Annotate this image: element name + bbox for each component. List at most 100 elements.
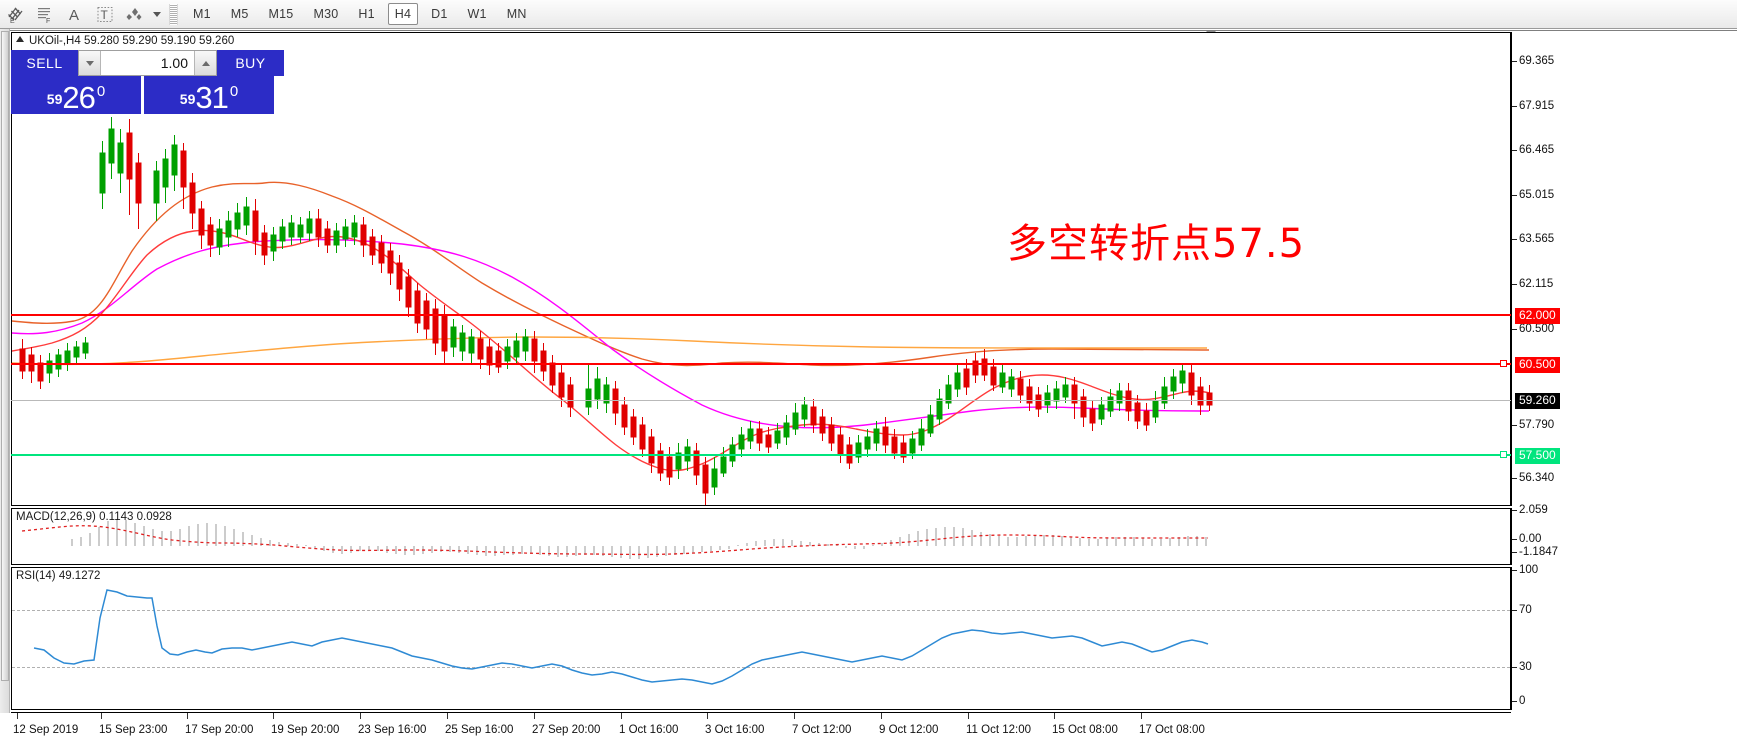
triangle-down-icon [85, 60, 94, 66]
macd-scale-label: -1.1847 [1519, 546, 1559, 558]
time-tick [1054, 713, 1055, 719]
scrollbar-thumb[interactable] [1, 31, 9, 681]
price-tick [1512, 239, 1517, 240]
rsi-tick [1512, 667, 1517, 668]
timeframe-mn[interactable]: MN [506, 7, 527, 21]
time-axis[interactable]: 12 Sep 2019 15 Sep 23:00 17 Sep 20:00 19… [11, 712, 1511, 744]
sell-price-display[interactable]: 59 26 0 [11, 76, 141, 114]
price-scale-label: 67.915 [1519, 100, 1555, 112]
macd-indicator-label: MACD(12,26,9) 0.1143 0.0928 [16, 511, 172, 523]
price-tick [1512, 284, 1517, 285]
price-scale-label: 69.365 [1519, 55, 1555, 67]
timeframe-w1[interactable]: W1 [467, 7, 487, 21]
price-scale-label: 57.790 [1519, 419, 1555, 431]
chart-symbol-header: UKOil-,H4 59.280 59.290 59.190 59.260 [16, 35, 234, 47]
level-line-57-5-handle[interactable] [1500, 451, 1507, 458]
timeframe-m15[interactable]: M15 [268, 7, 294, 21]
time-tick [187, 713, 188, 719]
time-tick [707, 713, 708, 719]
toolbar-separator [169, 3, 178, 25]
price-scale-label: 56.340 [1519, 472, 1555, 484]
macd-pane[interactable]: MACD(12,26,9) 0.1143 0.0928 [11, 508, 1511, 565]
rsi-series-svg [33, 589, 1209, 685]
volume-decrement-button[interactable] [79, 51, 101, 75]
time-tick [1141, 713, 1142, 719]
timeframe-m30[interactable]: M30 [313, 7, 339, 21]
sell-button[interactable]: SELL [11, 50, 78, 76]
volume-stepper[interactable]: 1.00 [78, 50, 217, 76]
price-badge-60-5[interactable]: 60.500 [1515, 357, 1560, 373]
level-line-62[interactable] [11, 314, 1512, 316]
svg-text:F: F [46, 18, 50, 24]
timeframe-h1[interactable]: H1 [358, 7, 375, 21]
sell-price-prefix: 59 [46, 91, 63, 107]
buy-button[interactable]: BUY [217, 50, 284, 76]
vertical-scrollbar[interactable] [0, 29, 10, 713]
time-tick [968, 713, 969, 719]
time-axis-label: 17 Oct 08:00 [1139, 724, 1205, 736]
rsi-scale-label: 0 [1519, 695, 1526, 707]
sell-price-main: 26 [62, 80, 95, 115]
macd-tick [1512, 539, 1517, 540]
time-tick [101, 713, 102, 719]
volume-increment-button[interactable] [194, 51, 216, 75]
price-tick [1512, 106, 1517, 107]
buy-price-fraction: 0 [229, 83, 239, 100]
rsi-indicator-label: RSI(14) 49.1272 [16, 570, 101, 582]
time-axis-label: 3 Oct 16:00 [705, 724, 765, 736]
fibonacci-grid-icon[interactable]: F [30, 1, 60, 28]
chart-top-divider [10, 29, 1737, 31]
price-tick [1512, 329, 1517, 330]
price-tick [1512, 195, 1517, 196]
time-tick [881, 713, 882, 719]
time-axis-label: 15 Sep 23:00 [99, 724, 168, 736]
one-click-trading-panel[interactable]: SELL 1.00 BUY 59 26 0 59 31 0 [11, 50, 284, 114]
time-axis-label: 15 Oct 08:00 [1052, 724, 1118, 736]
expert-advisor-icon[interactable]: E [0, 1, 30, 28]
level-line-60-5[interactable] [11, 363, 1512, 365]
price-badge-62[interactable]: 62.000 [1515, 308, 1560, 324]
buy-price-prefix: 59 [179, 91, 196, 107]
level-line-57-5[interactable] [11, 454, 1512, 456]
macd-scale-divider [1511, 508, 1512, 565]
time-axis-label: 7 Oct 12:00 [792, 724, 852, 736]
timeframe-d1[interactable]: D1 [431, 7, 448, 21]
macd-scale-label: 2.059 [1519, 504, 1548, 516]
time-axis-label: 23 Sep 16:00 [358, 724, 427, 736]
price-tick [1512, 478, 1517, 479]
buy-price-display[interactable]: 59 31 0 [144, 76, 274, 114]
timeframe-m5[interactable]: M5 [230, 7, 249, 21]
timeframe-h4[interactable]: H4 [387, 3, 419, 25]
arrows-shapes-icon[interactable] [120, 1, 150, 28]
rsi-oversold-band [12, 667, 1510, 668]
triangle-up-icon [201, 60, 210, 66]
text-box-icon[interactable]: T [90, 1, 120, 28]
trade-panel-top-row: SELL 1.00 BUY [11, 50, 284, 76]
price-tick [1512, 425, 1517, 426]
chevron-down-icon[interactable] [150, 1, 164, 28]
time-axis-label: 11 Oct 12:00 [966, 724, 1031, 736]
volume-input[interactable]: 1.00 [101, 51, 194, 75]
chart-area: UKOil-,H4 59.280 59.290 59.190 59.260 [0, 29, 1737, 744]
timeframe-m1[interactable]: M1 [193, 7, 211, 21]
macd-tick [1512, 510, 1517, 511]
time-axis-label: 17 Sep 20:00 [185, 724, 254, 736]
time-axis-label: 1 Oct 16:00 [619, 724, 679, 736]
time-tick [360, 713, 361, 719]
price-badge-57-5[interactable]: 57.500 [1515, 448, 1560, 464]
rsi-scale-label: 30 [1519, 661, 1532, 673]
price-scale-label: 62.115 [1519, 278, 1554, 290]
macd-series-svg [21, 519, 1208, 559]
rsi-tick [1512, 570, 1517, 571]
time-tick [621, 713, 622, 719]
level-line-60-5-handle[interactable] [1500, 360, 1507, 367]
current-price-badge[interactable]: 59.260 [1515, 393, 1560, 409]
price-tick [1512, 61, 1517, 62]
rsi-pane[interactable]: RSI(14) 49.1272 [11, 567, 1511, 710]
price-scale-label: 65.015 [1519, 189, 1555, 201]
rsi-scale-divider [1511, 567, 1512, 710]
rsi-overbought-band [12, 610, 1510, 611]
text-label-icon[interactable]: A [60, 1, 90, 28]
rsi-tick [1512, 610, 1517, 611]
price-tick [1512, 150, 1517, 151]
